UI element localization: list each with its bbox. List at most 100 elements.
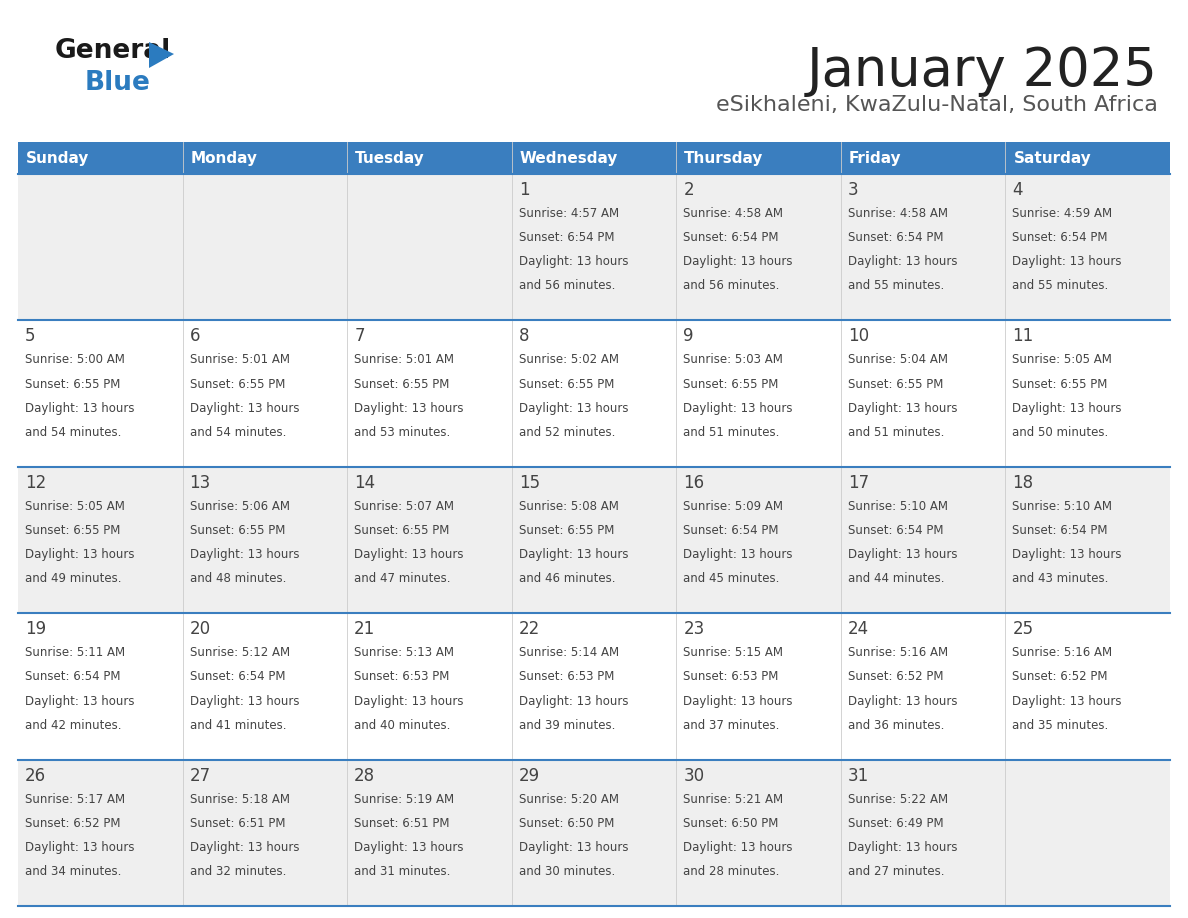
Text: Sunrise: 5:04 AM: Sunrise: 5:04 AM bbox=[848, 353, 948, 366]
Text: 12: 12 bbox=[25, 474, 46, 492]
Text: Sunset: 6:54 PM: Sunset: 6:54 PM bbox=[683, 231, 779, 244]
Text: Sunset: 6:51 PM: Sunset: 6:51 PM bbox=[354, 817, 449, 830]
Text: 21: 21 bbox=[354, 621, 375, 638]
Text: Sunset: 6:55 PM: Sunset: 6:55 PM bbox=[25, 524, 120, 537]
Text: Sunrise: 5:22 AM: Sunrise: 5:22 AM bbox=[848, 792, 948, 806]
Text: Sunrise: 4:58 AM: Sunrise: 4:58 AM bbox=[683, 207, 783, 220]
Text: 1: 1 bbox=[519, 181, 530, 199]
Text: Daylight: 13 hours: Daylight: 13 hours bbox=[190, 841, 299, 854]
Text: 7: 7 bbox=[354, 328, 365, 345]
Text: Sunset: 6:54 PM: Sunset: 6:54 PM bbox=[1012, 524, 1108, 537]
Text: 27: 27 bbox=[190, 767, 210, 785]
Text: and 40 minutes.: and 40 minutes. bbox=[354, 719, 450, 732]
Text: Sunset: 6:55 PM: Sunset: 6:55 PM bbox=[190, 524, 285, 537]
Text: Sunrise: 5:01 AM: Sunrise: 5:01 AM bbox=[190, 353, 290, 366]
Text: 28: 28 bbox=[354, 767, 375, 785]
Text: eSikhaleni, KwaZulu-Natal, South Africa: eSikhaleni, KwaZulu-Natal, South Africa bbox=[716, 95, 1158, 115]
Text: Daylight: 13 hours: Daylight: 13 hours bbox=[25, 695, 134, 708]
Text: Sunrise: 5:15 AM: Sunrise: 5:15 AM bbox=[683, 646, 783, 659]
Text: Sunrise: 5:12 AM: Sunrise: 5:12 AM bbox=[190, 646, 290, 659]
Text: Sunrise: 5:00 AM: Sunrise: 5:00 AM bbox=[25, 353, 125, 366]
Text: Daylight: 13 hours: Daylight: 13 hours bbox=[25, 548, 134, 561]
Text: and 28 minutes.: and 28 minutes. bbox=[683, 865, 779, 879]
Text: and 50 minutes.: and 50 minutes. bbox=[1012, 426, 1108, 439]
Text: Sunset: 6:55 PM: Sunset: 6:55 PM bbox=[683, 377, 778, 390]
Text: Sunrise: 5:11 AM: Sunrise: 5:11 AM bbox=[25, 646, 125, 659]
Text: Daylight: 13 hours: Daylight: 13 hours bbox=[848, 548, 958, 561]
Text: Sunrise: 5:05 AM: Sunrise: 5:05 AM bbox=[25, 499, 125, 513]
Text: Daylight: 13 hours: Daylight: 13 hours bbox=[354, 548, 463, 561]
Text: 10: 10 bbox=[848, 328, 868, 345]
Text: Daylight: 13 hours: Daylight: 13 hours bbox=[519, 255, 628, 268]
Text: Sunset: 6:55 PM: Sunset: 6:55 PM bbox=[25, 377, 120, 390]
Text: 23: 23 bbox=[683, 621, 704, 638]
Text: Sunrise: 5:14 AM: Sunrise: 5:14 AM bbox=[519, 646, 619, 659]
Text: 31: 31 bbox=[848, 767, 870, 785]
Text: Daylight: 13 hours: Daylight: 13 hours bbox=[848, 402, 958, 415]
Text: Sunrise: 5:13 AM: Sunrise: 5:13 AM bbox=[354, 646, 454, 659]
Text: and 27 minutes.: and 27 minutes. bbox=[848, 865, 944, 879]
Text: Daylight: 13 hours: Daylight: 13 hours bbox=[683, 402, 792, 415]
Text: Sunset: 6:54 PM: Sunset: 6:54 PM bbox=[848, 524, 943, 537]
Text: Sunset: 6:54 PM: Sunset: 6:54 PM bbox=[25, 670, 120, 683]
Text: Sunset: 6:55 PM: Sunset: 6:55 PM bbox=[1012, 377, 1107, 390]
Text: and 54 minutes.: and 54 minutes. bbox=[190, 426, 286, 439]
Text: Daylight: 13 hours: Daylight: 13 hours bbox=[519, 402, 628, 415]
Text: Daylight: 13 hours: Daylight: 13 hours bbox=[1012, 548, 1121, 561]
Text: and 55 minutes.: and 55 minutes. bbox=[848, 279, 944, 293]
Text: Monday: Monday bbox=[190, 151, 258, 165]
Text: Sunset: 6:52 PM: Sunset: 6:52 PM bbox=[1012, 670, 1108, 683]
Text: Sunset: 6:51 PM: Sunset: 6:51 PM bbox=[190, 817, 285, 830]
Text: Daylight: 13 hours: Daylight: 13 hours bbox=[519, 548, 628, 561]
Text: and 51 minutes.: and 51 minutes. bbox=[848, 426, 944, 439]
Text: and 56 minutes.: and 56 minutes. bbox=[519, 279, 615, 293]
Text: Sunrise: 4:59 AM: Sunrise: 4:59 AM bbox=[1012, 207, 1112, 220]
Text: and 39 minutes.: and 39 minutes. bbox=[519, 719, 615, 732]
Text: Sunset: 6:53 PM: Sunset: 6:53 PM bbox=[519, 670, 614, 683]
Text: Sunrise: 5:10 AM: Sunrise: 5:10 AM bbox=[848, 499, 948, 513]
Text: Daylight: 13 hours: Daylight: 13 hours bbox=[354, 695, 463, 708]
Text: General: General bbox=[55, 38, 171, 64]
Text: Sunrise: 5:16 AM: Sunrise: 5:16 AM bbox=[848, 646, 948, 659]
Text: 11: 11 bbox=[1012, 328, 1034, 345]
Text: 3: 3 bbox=[848, 181, 859, 199]
Text: Daylight: 13 hours: Daylight: 13 hours bbox=[1012, 695, 1121, 708]
Text: Daylight: 13 hours: Daylight: 13 hours bbox=[848, 841, 958, 854]
Text: Sunrise: 5:21 AM: Sunrise: 5:21 AM bbox=[683, 792, 783, 806]
Text: Sunrise: 5:10 AM: Sunrise: 5:10 AM bbox=[1012, 499, 1112, 513]
Text: Sunrise: 5:08 AM: Sunrise: 5:08 AM bbox=[519, 499, 619, 513]
Text: 14: 14 bbox=[354, 474, 375, 492]
Text: Sunrise: 5:20 AM: Sunrise: 5:20 AM bbox=[519, 792, 619, 806]
Text: 19: 19 bbox=[25, 621, 46, 638]
Text: 16: 16 bbox=[683, 474, 704, 492]
Text: Daylight: 13 hours: Daylight: 13 hours bbox=[683, 841, 792, 854]
Text: Daylight: 13 hours: Daylight: 13 hours bbox=[519, 695, 628, 708]
Text: and 31 minutes.: and 31 minutes. bbox=[354, 865, 450, 879]
Text: 20: 20 bbox=[190, 621, 210, 638]
Text: 24: 24 bbox=[848, 621, 868, 638]
Text: 25: 25 bbox=[1012, 621, 1034, 638]
Text: and 44 minutes.: and 44 minutes. bbox=[848, 572, 944, 586]
Text: 18: 18 bbox=[1012, 474, 1034, 492]
Bar bbox=[18, 613, 1170, 759]
Text: Sunrise: 5:07 AM: Sunrise: 5:07 AM bbox=[354, 499, 454, 513]
Text: and 45 minutes.: and 45 minutes. bbox=[683, 572, 779, 586]
Text: Saturday: Saturday bbox=[1013, 151, 1092, 165]
Text: Blue: Blue bbox=[86, 70, 151, 96]
Text: Sunrise: 5:02 AM: Sunrise: 5:02 AM bbox=[519, 353, 619, 366]
Text: Sunrise: 5:01 AM: Sunrise: 5:01 AM bbox=[354, 353, 454, 366]
Text: 15: 15 bbox=[519, 474, 539, 492]
Text: and 56 minutes.: and 56 minutes. bbox=[683, 279, 779, 293]
Text: Sunday: Sunday bbox=[26, 151, 89, 165]
Text: and 51 minutes.: and 51 minutes. bbox=[683, 426, 779, 439]
Text: Sunrise: 5:18 AM: Sunrise: 5:18 AM bbox=[190, 792, 290, 806]
Text: Daylight: 13 hours: Daylight: 13 hours bbox=[848, 695, 958, 708]
Text: 2: 2 bbox=[683, 181, 694, 199]
Text: Daylight: 13 hours: Daylight: 13 hours bbox=[25, 841, 134, 854]
Text: and 43 minutes.: and 43 minutes. bbox=[1012, 572, 1108, 586]
Text: Daylight: 13 hours: Daylight: 13 hours bbox=[519, 841, 628, 854]
Text: 26: 26 bbox=[25, 767, 46, 785]
Text: Sunset: 6:54 PM: Sunset: 6:54 PM bbox=[1012, 231, 1108, 244]
Text: Daylight: 13 hours: Daylight: 13 hours bbox=[25, 402, 134, 415]
Text: and 42 minutes.: and 42 minutes. bbox=[25, 719, 121, 732]
